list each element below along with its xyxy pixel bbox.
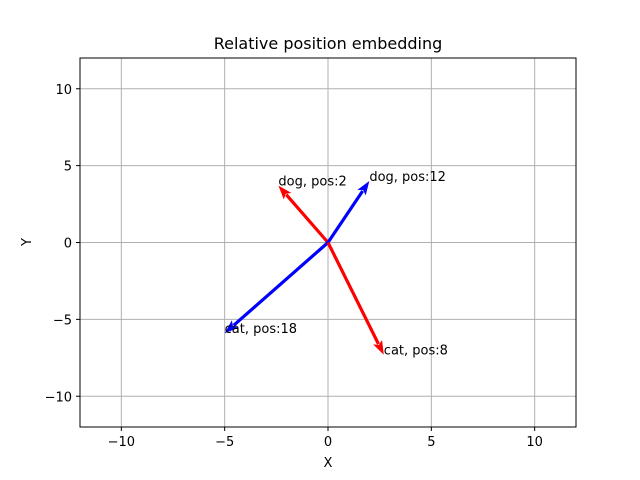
vector-arrows [224, 181, 384, 355]
chart-title: Relative position embedding [214, 34, 443, 53]
vector-shaft [326, 190, 364, 244]
vector-label: dog, pos:12 [369, 170, 446, 185]
y-axis-label: Y [20, 238, 35, 247]
x-tick-label: 10 [526, 435, 543, 450]
vector-label: cat, pos:8 [384, 344, 448, 359]
x-tick-label: −5 [215, 435, 234, 450]
vector-shaft [232, 241, 330, 327]
y-tick-label: 0 [64, 237, 72, 252]
vector-arrowhead [373, 339, 384, 355]
vector-arrowhead [278, 185, 292, 200]
y-tick-label: 10 [55, 83, 72, 98]
y-tick-label: −10 [45, 390, 72, 405]
x-tick-label: 0 [324, 435, 332, 450]
vector-label: cat, pos:18 [225, 322, 297, 337]
x-tick-label: 5 [427, 435, 435, 450]
x-axis-label: X [324, 456, 333, 471]
y-tick-label: −5 [53, 313, 72, 328]
vector-shaft [285, 193, 330, 244]
x-tick-label: −10 [108, 435, 135, 450]
vector-label: dog, pos:2 [278, 175, 346, 190]
y-tick-label: 5 [64, 160, 72, 175]
axis-ticks: −10 −5 0 5 10 −10 −5 0 5 10 [45, 83, 543, 450]
vector-shaft [326, 241, 380, 345]
vector-annotations: dog, pos:2 dog, pos:12 cat, pos:18 cat, pos… [225, 170, 448, 359]
vector-arrowhead [357, 181, 370, 196]
vector-arrowhead [224, 320, 239, 334]
